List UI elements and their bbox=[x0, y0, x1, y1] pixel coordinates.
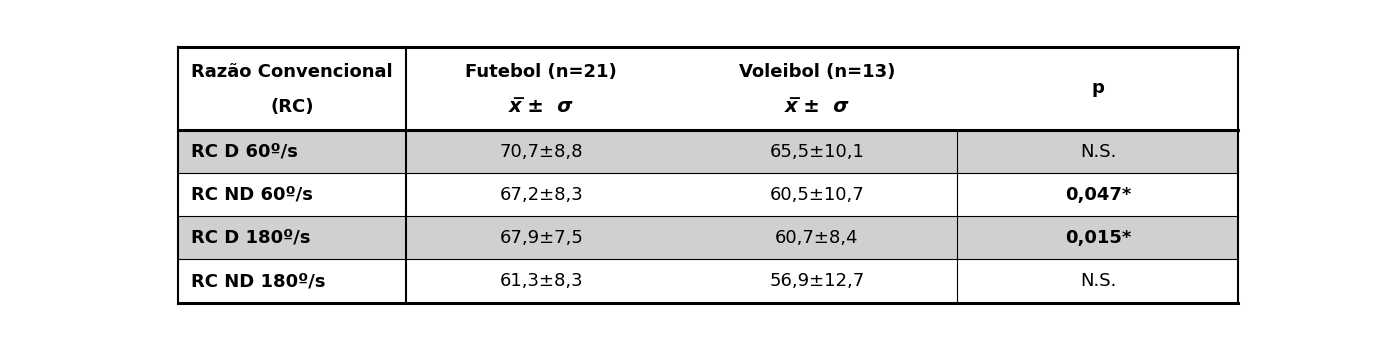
Text: 65,5±10,1: 65,5±10,1 bbox=[770, 143, 864, 161]
Text: N.S.: N.S. bbox=[1079, 272, 1117, 290]
Text: 60,5±10,7: 60,5±10,7 bbox=[770, 186, 864, 204]
Text: Razão Convencional: Razão Convencional bbox=[191, 63, 392, 81]
Text: Futebol (n=21): Futebol (n=21) bbox=[466, 63, 618, 81]
Bar bbox=[178, 260, 1238, 303]
Text: RC D 60º/s: RC D 60º/s bbox=[191, 143, 299, 161]
Text: 0,047*: 0,047* bbox=[1064, 186, 1130, 204]
Text: RC ND 60º/s: RC ND 60º/s bbox=[191, 186, 312, 204]
Text: x̅ ±  σ: x̅ ± σ bbox=[509, 97, 574, 116]
Text: x̅ ±  σ: x̅ ± σ bbox=[785, 97, 849, 116]
Text: 0,015*: 0,015* bbox=[1064, 229, 1130, 247]
Text: 70,7±8,8: 70,7±8,8 bbox=[499, 143, 583, 161]
Text: 67,2±8,3: 67,2±8,3 bbox=[499, 186, 583, 204]
Text: N.S.: N.S. bbox=[1079, 143, 1117, 161]
Text: 60,7±8,4: 60,7±8,4 bbox=[775, 229, 858, 247]
Text: p: p bbox=[1092, 80, 1104, 98]
Bar bbox=[178, 47, 1238, 130]
Text: 56,9±12,7: 56,9±12,7 bbox=[770, 272, 865, 290]
Text: (RC): (RC) bbox=[271, 98, 314, 116]
Bar bbox=[178, 216, 1238, 260]
Bar bbox=[178, 173, 1238, 216]
Bar bbox=[178, 130, 1238, 173]
Text: Voleibol (n=13): Voleibol (n=13) bbox=[739, 63, 896, 81]
Text: 61,3±8,3: 61,3±8,3 bbox=[499, 272, 583, 290]
Text: RC D 180º/s: RC D 180º/s bbox=[191, 229, 311, 247]
Text: 67,9±7,5: 67,9±7,5 bbox=[499, 229, 583, 247]
Text: RC ND 180º/s: RC ND 180º/s bbox=[191, 272, 325, 290]
